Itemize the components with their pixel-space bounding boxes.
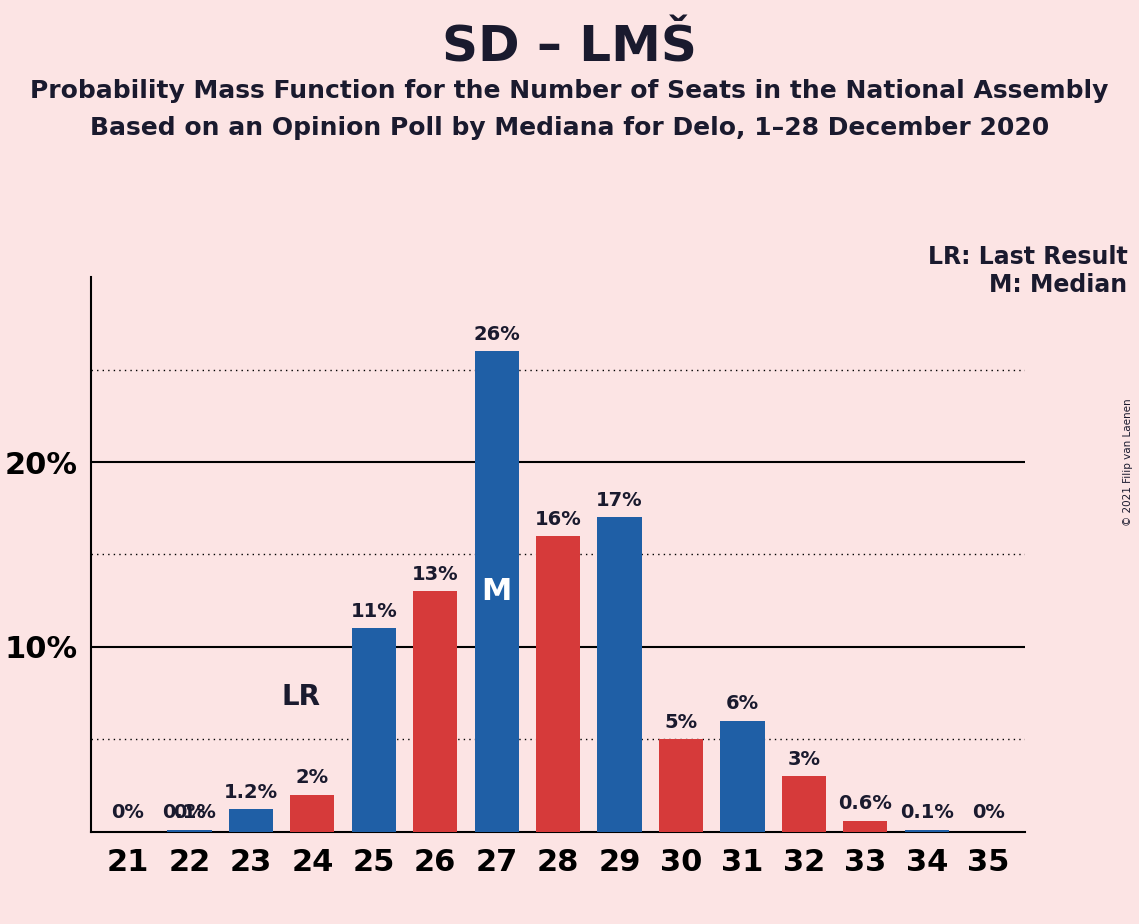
- Bar: [598, 517, 641, 832]
- Bar: [167, 830, 212, 832]
- Text: LR: LR: [281, 684, 320, 711]
- Text: 0%: 0%: [972, 803, 1005, 822]
- Bar: [720, 721, 764, 832]
- Text: M: Median: M: Median: [990, 273, 1128, 297]
- Bar: [352, 628, 396, 832]
- Text: SD – LMŠ: SD – LMŠ: [442, 23, 697, 71]
- Bar: [658, 739, 703, 832]
- Bar: [413, 591, 458, 832]
- Text: 26%: 26%: [474, 324, 521, 344]
- Text: 1.2%: 1.2%: [224, 783, 278, 802]
- Text: 0.6%: 0.6%: [838, 794, 892, 813]
- Text: 6%: 6%: [726, 694, 759, 713]
- Text: 17%: 17%: [596, 491, 642, 510]
- Text: 16%: 16%: [534, 509, 582, 529]
- Text: 2%: 2%: [296, 768, 329, 787]
- Bar: [290, 795, 335, 832]
- Text: Probability Mass Function for the Number of Seats in the National Assembly: Probability Mass Function for the Number…: [31, 79, 1108, 103]
- Text: M: M: [482, 577, 511, 606]
- Bar: [904, 830, 949, 832]
- Text: 13%: 13%: [412, 565, 459, 584]
- Text: LR: Last Result: LR: Last Result: [928, 245, 1128, 269]
- Text: 0%: 0%: [112, 803, 145, 822]
- Bar: [843, 821, 887, 832]
- Bar: [229, 809, 273, 832]
- Text: Based on an Opinion Poll by Mediana for Delo, 1–28 December 2020: Based on an Opinion Poll by Mediana for …: [90, 116, 1049, 140]
- Text: © 2021 Filip van Laenen: © 2021 Filip van Laenen: [1123, 398, 1133, 526]
- Text: 3%: 3%: [787, 749, 820, 769]
- Text: 0%: 0%: [173, 803, 206, 822]
- Text: 5%: 5%: [664, 712, 697, 732]
- Bar: [475, 351, 518, 832]
- Text: 0.1%: 0.1%: [163, 803, 216, 822]
- Bar: [536, 536, 580, 832]
- Text: 0.1%: 0.1%: [900, 803, 953, 822]
- Text: 11%: 11%: [351, 602, 398, 621]
- Bar: [781, 776, 826, 832]
